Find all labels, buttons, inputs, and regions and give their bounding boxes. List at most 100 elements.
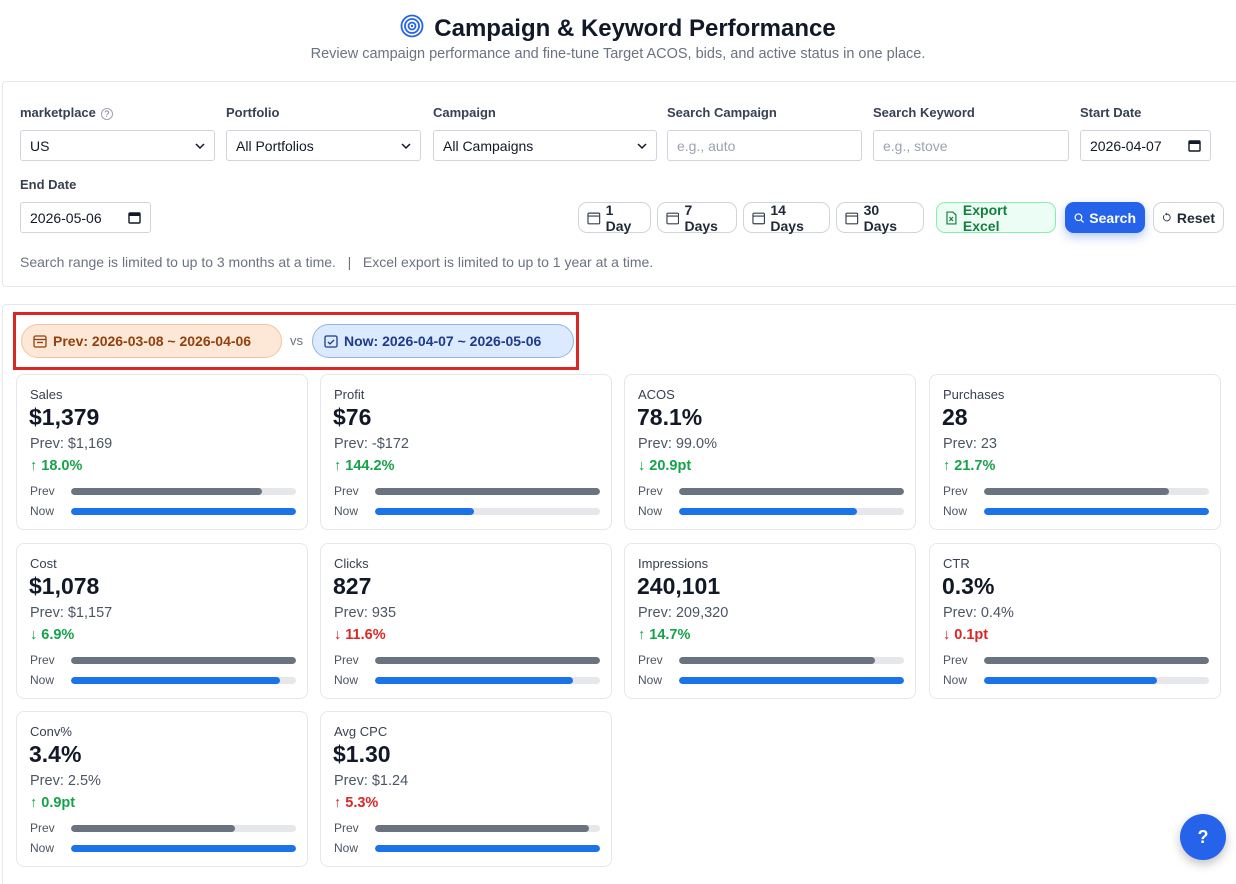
metric-delta: ↓ 0.1pt (943, 627, 989, 643)
now-range-chip: Now: 2026-04-07 ~ 2026-05-06 (312, 324, 574, 358)
metric-delta: ↓ 20.9pt (638, 458, 692, 474)
metric-prev: Prev: 99.0% (638, 436, 717, 452)
now-bar-track (375, 677, 600, 684)
excel-icon (946, 210, 957, 225)
reset-button[interactable]: Reset (1153, 202, 1224, 233)
prev-bar-label: Prev (30, 821, 55, 835)
metric-value: 240,101 (637, 573, 721, 599)
search-keyword-label: Search Keyword (873, 105, 975, 120)
metric-prev: Prev: 209,320 (638, 605, 729, 621)
calendar-icon[interactable] (1188, 139, 1201, 152)
calendar-icon (666, 212, 680, 224)
prev-bar-row: Prev (30, 653, 296, 667)
prev-bar-row: Prev (334, 484, 600, 498)
now-bar (375, 677, 573, 684)
date-range-highlight: Prev: 2026-03-08 ~ 2026-04-06 vs Now: 20… (13, 312, 579, 370)
calendar-check-icon (324, 335, 338, 348)
metric-prev: Prev: $1.24 (334, 773, 409, 789)
prev-bar-track (679, 488, 904, 495)
now-bar-row: Now (334, 841, 600, 855)
now-bar-label: Now (638, 504, 663, 518)
calendar-icon[interactable] (128, 211, 141, 224)
calendar-icon (587, 212, 601, 224)
14-days-button[interactable]: 14 Days (743, 202, 830, 234)
metric-value: 827 (333, 573, 372, 599)
now-bar-track (71, 845, 296, 852)
now-bar-label: Now (334, 673, 359, 687)
metric-value: $1,379 (29, 404, 100, 430)
metric-delta: ↑ 14.7% (638, 627, 691, 643)
metric-value: $76 (333, 404, 372, 430)
page-header: Campaign & Keyword Performance Review ca… (0, 0, 1236, 80)
metric-delta: ↓ 6.9% (30, 627, 75, 643)
prev-bar-label: Prev (638, 653, 663, 667)
campaign-select[interactable]: All Campaigns (433, 130, 657, 161)
metric-value: 28 (942, 404, 968, 430)
metric-card-acos: ACOS 78.1% Prev: 99.0% ↓ 20.9pt Prev Now (624, 374, 916, 530)
metric-delta: ↑ 21.7% (943, 458, 996, 474)
7-days-button[interactable]: 7 Days (657, 202, 737, 234)
metric-label: Avg CPC (334, 724, 388, 739)
30-days-button[interactable]: 30 Days (836, 202, 924, 234)
search-keyword-input[interactable]: e.g., stove (873, 130, 1069, 161)
now-bar-row: Now (30, 504, 296, 518)
help-icon[interactable]: ? (100, 107, 113, 120)
prev-bar (984, 488, 1169, 495)
now-bar (679, 508, 857, 515)
prev-bar (984, 657, 1209, 664)
prev-bar-track (71, 657, 296, 664)
metric-label: Profit (334, 387, 365, 402)
metric-label: Sales (30, 387, 63, 402)
metric-value: 0.3% (942, 573, 995, 599)
now-bar-track (679, 508, 904, 515)
search-campaign-label: Search Campaign (667, 105, 777, 120)
1-day-button[interactable]: 1 Day (578, 202, 651, 234)
metric-delta: ↑ 0.9pt (30, 795, 76, 811)
page-title: Campaign & Keyword Performance (434, 14, 836, 42)
calendar-icon (33, 335, 47, 348)
page-subtitle: Review campaign performance and fine-tun… (310, 46, 926, 62)
limit-note: Search range is limited to up to 3 month… (20, 254, 654, 270)
metric-value: $1.30 (333, 741, 391, 767)
export-excel-button[interactable]: Export Excel (936, 202, 1056, 234)
now-bar-track (984, 508, 1209, 515)
prev-bar (71, 657, 296, 664)
metric-label: ACOS (638, 387, 675, 402)
search-campaign-input[interactable]: e.g., auto (667, 130, 862, 161)
prev-bar-track (71, 488, 296, 495)
metric-prev: Prev: $1,169 (30, 436, 113, 452)
target-icon (400, 14, 424, 43)
now-bar-label: Now (30, 673, 55, 687)
metric-card-conv: Conv% 3.4% Prev: 2.5% ↑ 0.9pt Prev Now (16, 711, 308, 867)
filter-panel: marketplace? US Portfolio All Portfolios… (2, 81, 1236, 287)
start-date-input[interactable]: 2026-04-07 (1080, 130, 1211, 161)
search-button[interactable]: Search (1065, 202, 1145, 233)
now-bar-label: Now (943, 673, 968, 687)
now-bar-track (71, 677, 296, 684)
metric-label: Impressions (638, 556, 709, 571)
marketplace-select[interactable]: US (20, 130, 215, 161)
metric-card-clicks: Clicks 827 Prev: 935 ↓ 11.6% Prev Now (320, 543, 612, 699)
prev-bar-track (375, 825, 600, 832)
chevron-down-icon (401, 142, 411, 149)
help-button[interactable]: ? (1180, 814, 1226, 860)
prev-bar-track (679, 657, 904, 664)
prev-bar (71, 825, 236, 832)
chevron-down-icon (195, 142, 205, 149)
now-bar-track (375, 508, 600, 515)
vs-label: vs (290, 333, 303, 348)
chevron-down-icon (637, 142, 647, 149)
prev-bar (375, 488, 600, 495)
prev-bar-track (375, 657, 600, 664)
prev-bar-label: Prev (638, 484, 663, 498)
prev-bar-label: Prev (943, 484, 968, 498)
now-bar-row: Now (334, 504, 600, 518)
portfolio-select[interactable]: All Portfolios (226, 130, 421, 161)
prev-bar-row: Prev (30, 821, 296, 835)
metric-card-sales: Sales $1,379 Prev: $1,169 ↑ 18.0% Prev Now (16, 374, 308, 530)
prev-bar (71, 488, 263, 495)
metric-prev: Prev: 935 (334, 605, 397, 621)
metric-card-purchases: Purchases 28 Prev: 23 ↑ 21.7% Prev Now (929, 374, 1221, 530)
end-date-input[interactable]: 2026-05-06 (20, 202, 151, 233)
metric-value: 78.1% (637, 404, 703, 430)
